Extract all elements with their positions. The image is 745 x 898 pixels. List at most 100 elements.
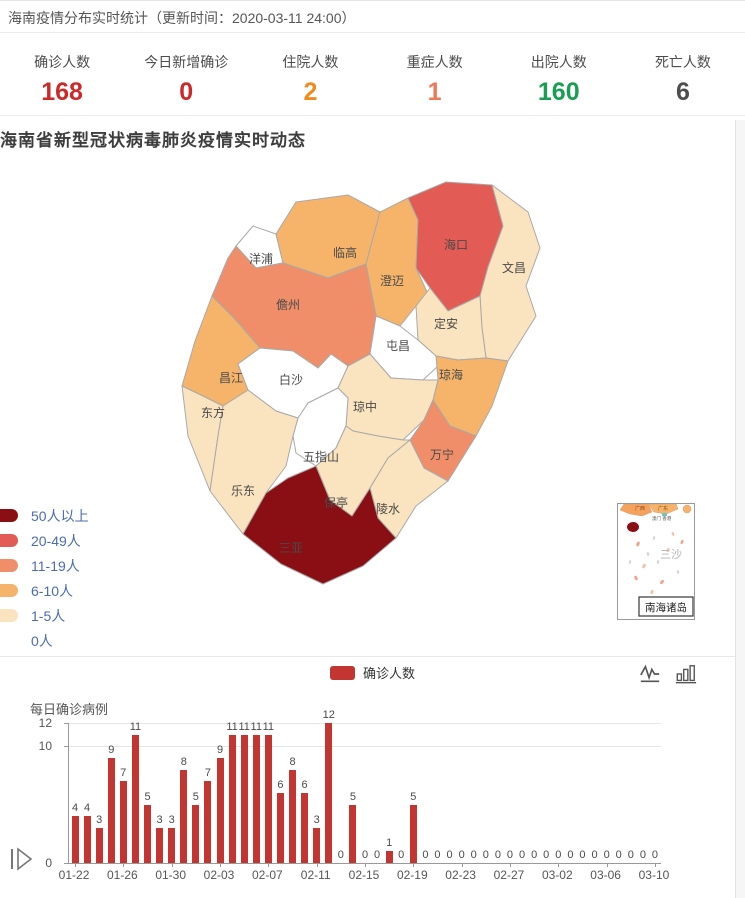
y-tick-label: 12 xyxy=(38,716,52,730)
chart-title: 每日确诊病例 xyxy=(30,702,109,717)
bar[interactable] xyxy=(131,735,139,863)
x-tick xyxy=(558,863,560,867)
bar[interactable] xyxy=(192,805,200,863)
stat-label: 住院人数 xyxy=(282,54,339,70)
play-icon[interactable] xyxy=(8,845,34,873)
bar[interactable] xyxy=(349,805,357,863)
legend-label: 0人 xyxy=(31,632,53,649)
legend-swatch xyxy=(0,509,18,522)
bar-value-label: 0 xyxy=(458,849,465,861)
x-tick xyxy=(365,863,366,867)
stat-label: 死亡人数 xyxy=(654,54,711,70)
stat-new-today: 今日新增确诊 0 xyxy=(124,40,248,115)
y-tick xyxy=(64,863,68,864)
bar-value-label: 7 xyxy=(204,767,211,779)
gridline xyxy=(69,746,661,748)
region-label: 临高 xyxy=(333,245,357,260)
x-tick xyxy=(461,863,463,867)
bar[interactable] xyxy=(276,793,284,863)
legend-row[interactable]: 0人 xyxy=(0,628,89,653)
x-tick-label: 02-11 xyxy=(300,868,331,882)
bar[interactable] xyxy=(156,828,164,863)
series-swatch xyxy=(329,665,355,680)
bar-value-label: 0 xyxy=(434,849,441,861)
x-tick xyxy=(171,863,173,867)
bar-value-label: 9 xyxy=(108,744,115,756)
bar[interactable] xyxy=(385,851,393,863)
bar[interactable] xyxy=(168,828,176,863)
bar-value-label: 11 xyxy=(226,721,238,733)
x-tick-label: 02-15 xyxy=(348,868,380,882)
region-label: 琼海 xyxy=(439,367,463,382)
bar[interactable] xyxy=(252,735,260,863)
x-tick xyxy=(220,863,222,867)
bar[interactable] xyxy=(325,723,333,863)
bar[interactable] xyxy=(144,805,152,863)
bar[interactable] xyxy=(264,735,272,863)
legend-row[interactable]: 6-10人 xyxy=(0,578,89,603)
legend-row[interactable]: 1-5人 xyxy=(0,603,89,628)
bar[interactable] xyxy=(107,758,115,863)
x-tick-label: 01-30 xyxy=(155,868,187,882)
chart-legend[interactable]: 确诊人数 xyxy=(0,663,745,682)
region-label: 陵水 xyxy=(376,502,400,516)
bar-value-label: 5 xyxy=(410,791,417,803)
bar[interactable] xyxy=(301,793,309,863)
x-tick-label: 02-03 xyxy=(203,868,235,882)
bar[interactable] xyxy=(240,735,248,863)
bar[interactable] xyxy=(289,770,296,863)
bar-plot[interactable]: 4 4 3 9 7 11 5 3 3 8 5 7 9 11 11 11 11 6 8 6 3 12 0 5 0 0 1 0 5 0 0 0 0 0… xyxy=(64,709,661,867)
bar-value-label: 7 xyxy=(120,767,127,779)
section-divider xyxy=(0,656,745,657)
bar[interactable] xyxy=(313,828,321,863)
stat-hospitalized: 住院人数 2 xyxy=(248,40,372,115)
toggle-bar-chart-icon[interactable] xyxy=(675,663,697,685)
toggle-line-chart-icon[interactable] xyxy=(639,663,661,685)
region-label: 五指山 xyxy=(303,449,339,464)
legend-row[interactable]: 50人以上 xyxy=(0,503,89,528)
bar[interactable] xyxy=(83,816,91,863)
bar-value-label: 0 xyxy=(603,849,610,861)
stat-value: 2 xyxy=(303,78,318,106)
bar[interactable] xyxy=(95,828,103,863)
region-ledong[interactable] xyxy=(209,389,299,535)
x-tick xyxy=(316,863,318,867)
legend-row[interactable]: 11-19人 xyxy=(0,553,89,578)
bar[interactable] xyxy=(180,770,188,863)
header-bar: 海南疫情分布实时统计（更新时间：2020-03-11 24:00） xyxy=(0,0,745,33)
bar-value-label: 0 xyxy=(337,849,344,861)
legend-swatch xyxy=(0,534,18,547)
bar[interactable] xyxy=(228,735,236,863)
bar-value-label: 0 xyxy=(591,849,598,861)
region-label: 洋浦 xyxy=(249,251,273,266)
legend-row[interactable]: 20-49人 xyxy=(0,528,89,553)
bar[interactable] xyxy=(409,805,417,863)
x-tick-label: 03-02 xyxy=(541,868,573,882)
bar-value-label: 0 xyxy=(470,849,477,861)
x-tick-label: 03-10 xyxy=(638,868,670,882)
x-tick xyxy=(123,863,125,867)
bar-value-label: 12 xyxy=(322,709,335,721)
region-label: 文昌 xyxy=(502,260,526,275)
inset-hk-macau-shape xyxy=(662,513,667,516)
bar[interactable] xyxy=(119,781,127,863)
bar[interactable] xyxy=(71,816,79,863)
bar-value-label: 0 xyxy=(543,849,550,861)
inset-caption: 南海诸岛 xyxy=(645,601,687,614)
region-sanya[interactable] xyxy=(242,465,397,585)
bar[interactable] xyxy=(216,758,224,863)
scrollbar-track[interactable] xyxy=(735,120,745,898)
legend-label: 6-10人 xyxy=(31,582,74,599)
stat-label: 出院人数 xyxy=(530,54,587,70)
stats-row: 确诊人数 168 今日新增确诊 0 住院人数 2 重症人数 1 出院人数 160… xyxy=(0,40,745,116)
region-label: 保亭 xyxy=(324,495,348,510)
legend-label: 11-19人 xyxy=(31,557,80,574)
bar[interactable] xyxy=(204,781,212,863)
region-label: 海口 xyxy=(444,237,468,252)
region-label: 澄迈 xyxy=(380,273,404,288)
bar-value-label: 0 xyxy=(398,849,405,861)
inset-taiwan-shape xyxy=(682,504,692,514)
bar-value-label: 11 xyxy=(262,721,275,733)
inset-guangdong-shape xyxy=(647,503,679,515)
legend-swatch xyxy=(0,559,18,572)
